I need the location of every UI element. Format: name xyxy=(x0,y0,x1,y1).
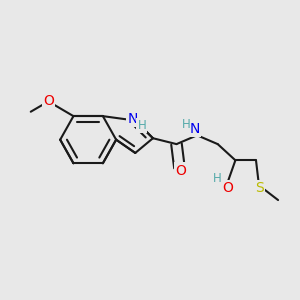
Text: O: O xyxy=(175,164,186,178)
Text: N: N xyxy=(190,122,200,136)
Text: H: H xyxy=(213,172,222,185)
Text: N: N xyxy=(127,112,137,126)
Text: H: H xyxy=(182,118,190,130)
Text: O: O xyxy=(222,181,233,195)
Text: H: H xyxy=(137,119,146,132)
Text: S: S xyxy=(256,181,264,195)
Text: O: O xyxy=(43,94,54,108)
